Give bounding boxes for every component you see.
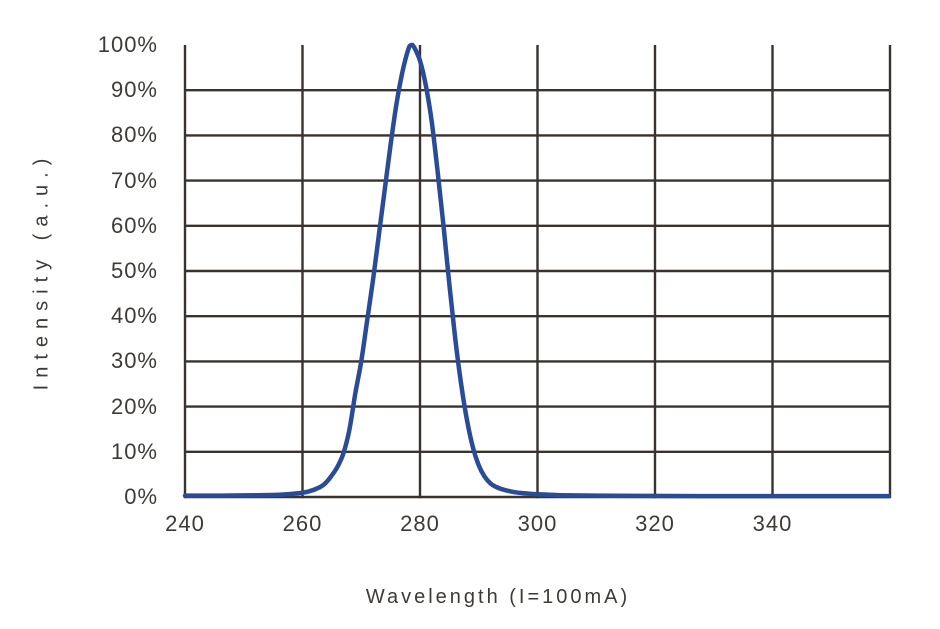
x-tick-label: 320 — [635, 511, 675, 536]
y-tick-label: 0% — [124, 484, 158, 509]
y-tick-label: 20% — [110, 393, 158, 419]
x-tick-label: 340 — [752, 511, 793, 536]
y-tick-label: 60% — [110, 212, 158, 238]
y-tick-label: 90% — [110, 77, 158, 103]
y-tick-label: 70% — [110, 167, 158, 193]
x-tick-label: 260 — [282, 511, 323, 536]
x-tick-label: 280 — [400, 511, 440, 536]
y-tick-label: 10% — [110, 438, 158, 464]
y-tick-label: 30% — [110, 348, 158, 374]
y-tick-label: 100% — [97, 32, 158, 57]
x-tick-label: 240 — [165, 511, 205, 536]
y-tick-label: 40% — [110, 303, 158, 329]
x-tick-label: 300 — [517, 511, 558, 536]
y-tick-label: 80% — [110, 122, 158, 148]
y-tick-label: 50% — [110, 258, 158, 283]
spectrum-curve — [182, 42, 892, 499]
y-axis-title: Intensity (a.u.) — [30, 151, 53, 391]
x-axis-title: Wavelength (I=100mA) — [365, 586, 631, 608]
